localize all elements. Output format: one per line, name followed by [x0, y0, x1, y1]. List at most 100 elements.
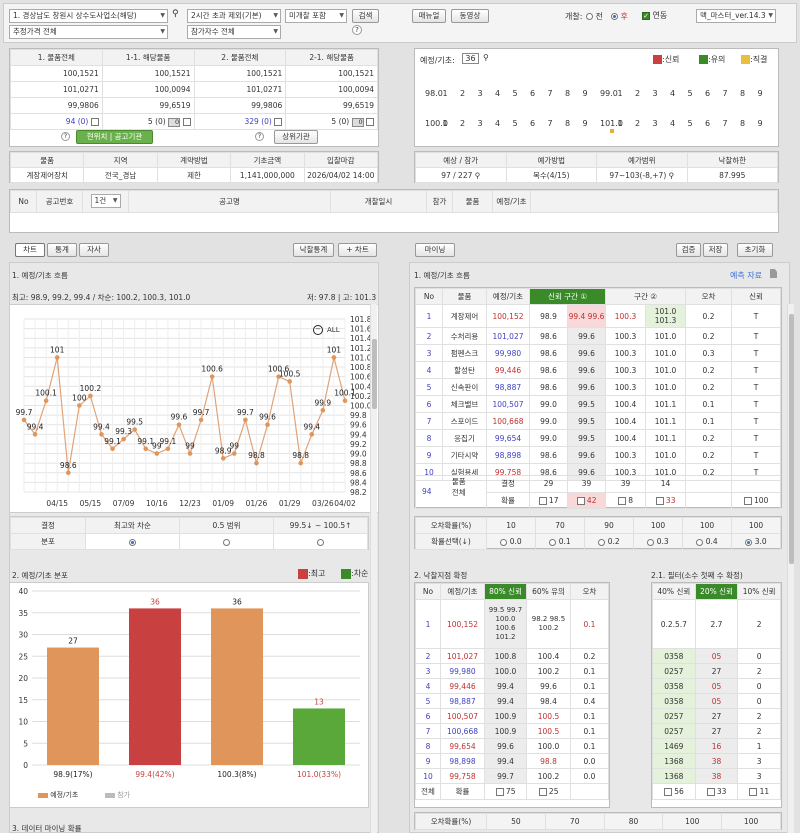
radio-icon[interactable]: [317, 538, 324, 546]
prob-radio[interactable]: 0.2: [584, 533, 634, 550]
checkbox[interactable]: [495, 788, 504, 796]
scroll-thumb[interactable]: [372, 339, 377, 409]
scale-tick[interactable]: 5: [687, 119, 693, 128]
scale-tick[interactable]: 6: [530, 89, 536, 98]
bar[interactable]: [129, 608, 181, 765]
data-point[interactable]: [265, 422, 270, 428]
data-point[interactable]: [220, 456, 226, 461]
data-point[interactable]: [121, 436, 126, 442]
checkbox[interactable]: [655, 496, 664, 505]
data-point[interactable]: [32, 432, 38, 437]
count-checkbox[interactable]: [90, 118, 99, 126]
radio-icon[interactable]: [500, 538, 508, 546]
scale-tick[interactable]: 8: [565, 89, 571, 98]
data-point[interactable]: [331, 355, 337, 360]
data-point[interactable]: [198, 417, 204, 423]
scale-tick[interactable]: 101.0: [600, 119, 623, 128]
radio-icon[interactable]: [598, 538, 606, 546]
before-radio[interactable]: 전: [586, 11, 603, 22]
prob-radio[interactable]: 0.1: [535, 533, 585, 550]
left-scrollbar[interactable]: [370, 304, 377, 833]
scale-tick[interactable]: 8: [740, 119, 746, 128]
scale-tick[interactable]: 3: [652, 119, 658, 128]
scale-tick[interactable]: 7: [547, 89, 553, 98]
scale-tick[interactable]: 98.0: [425, 89, 443, 98]
data-point[interactable]: [21, 417, 27, 423]
scale-tick[interactable]: 7: [722, 89, 728, 98]
data-point[interactable]: [209, 374, 215, 379]
scale-tick[interactable]: 7: [547, 119, 553, 128]
scale-tick[interactable]: 2: [460, 89, 466, 98]
radio-icon[interactable]: [745, 538, 753, 546]
scale-tick[interactable]: 4: [495, 119, 501, 128]
upper-agency-button[interactable]: 상위기관: [274, 130, 318, 144]
data-point[interactable]: [320, 408, 326, 413]
conf-check-cell[interactable]: 75: [484, 783, 527, 800]
flow-check-cell[interactable]: 8: [605, 491, 646, 509]
scale-tick[interactable]: 4: [670, 89, 676, 98]
count-select[interactable]: 1건: [90, 193, 121, 208]
scale-tick[interactable]: 6: [705, 89, 711, 98]
filter-check-cell[interactable]: 33: [694, 783, 739, 800]
scale-tick[interactable]: 9: [582, 89, 588, 98]
checkbox[interactable]: [576, 496, 585, 505]
data-point[interactable]: [65, 470, 71, 476]
scale-tick[interactable]: 99.0: [600, 89, 618, 98]
scale-tick[interactable]: 5: [687, 89, 693, 98]
scale-tick[interactable]: 6: [530, 119, 536, 128]
manual-button[interactable]: 매뉴얼: [412, 9, 446, 23]
checkbox[interactable]: [663, 788, 672, 796]
checkbox[interactable]: [538, 788, 547, 796]
scale-tick[interactable]: 1: [442, 119, 448, 128]
scale-tick[interactable]: 1: [617, 89, 623, 98]
data-point[interactable]: [232, 451, 237, 456]
tab-mining[interactable]: 마이닝: [415, 243, 455, 257]
prob-radio[interactable]: 0.4: [682, 533, 732, 550]
reset-button[interactable]: 초기화: [737, 243, 773, 257]
scale-tick[interactable]: 9: [582, 119, 588, 128]
scale-tick[interactable]: 3: [652, 89, 658, 98]
data-point[interactable]: [165, 446, 171, 452]
help-icon[interactable]: ?: [352, 25, 362, 35]
data-point[interactable]: [132, 427, 137, 432]
scale-tick[interactable]: 100.0: [425, 119, 448, 128]
data-point[interactable]: [287, 379, 292, 384]
scale-tick[interactable]: 3: [477, 119, 483, 128]
search-icon[interactable]: ⚲: [172, 9, 179, 19]
checkbox[interactable]: [749, 788, 758, 796]
dist-radio-cell[interactable]: [85, 533, 180, 550]
zoom-all-label[interactable]: ALL: [327, 326, 340, 334]
conf-check-cell[interactable]: 25: [526, 783, 571, 800]
verify-button[interactable]: 검증: [676, 243, 701, 257]
data-point[interactable]: [254, 460, 259, 466]
scale-tick[interactable]: 8: [740, 89, 746, 98]
dist-radio-cell[interactable]: [179, 533, 274, 550]
scale-tick[interactable]: 4: [670, 119, 676, 128]
radio-icon[interactable]: [647, 538, 655, 546]
forecast-link[interactable]: 예측 자료: [730, 271, 762, 280]
dist-radio-cell[interactable]: [273, 533, 368, 550]
prob-radio[interactable]: 3.0: [731, 533, 781, 550]
filter-check-cell[interactable]: 11: [737, 783, 781, 800]
rank-button[interactable]: 현위치 | 공고기관: [76, 130, 153, 144]
radio-icon[interactable]: [223, 538, 230, 546]
bar[interactable]: [293, 708, 345, 765]
flow-check-cell[interactable]: 17: [529, 491, 568, 509]
scale-tick[interactable]: 2: [635, 119, 641, 128]
scale-tick[interactable]: 1: [617, 119, 623, 128]
data-point[interactable]: [54, 355, 60, 360]
radio-icon[interactable]: [129, 538, 136, 546]
scale-tick[interactable]: 6: [705, 119, 711, 128]
flow-check-cell[interactable]: 33: [645, 491, 686, 509]
search-button[interactable]: 검색: [352, 9, 379, 23]
data-point[interactable]: [77, 403, 82, 408]
scale-tick[interactable]: 5: [512, 119, 518, 128]
tab-chart[interactable]: 차트: [15, 243, 45, 257]
video-button[interactable]: 동영상: [451, 9, 489, 23]
data-point[interactable]: [176, 422, 182, 428]
ratio-input[interactable]: 36: [462, 53, 479, 64]
count-checkbox[interactable]: [274, 118, 283, 126]
prob-radio[interactable]: 0.0: [486, 533, 536, 550]
data-point[interactable]: [143, 446, 149, 452]
region-select[interactable]: 1. 경상남도 창원시 상수도사업소(해당): [9, 9, 168, 23]
